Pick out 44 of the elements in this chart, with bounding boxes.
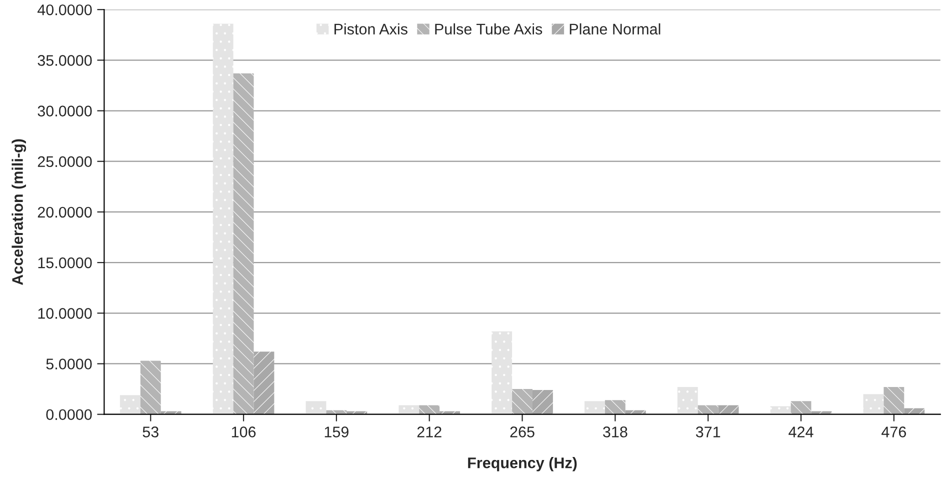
y-tick-label: 30.0000 <box>38 106 92 116</box>
bar <box>770 406 791 414</box>
bar <box>532 390 553 414</box>
bar <box>140 360 161 414</box>
y-tick-label: 10.0000 <box>38 308 92 319</box>
bar <box>698 405 718 414</box>
bar <box>863 394 884 414</box>
y-tick-label: 15.0000 <box>38 257 92 268</box>
bar <box>254 352 274 414</box>
y-tick-label: 25.0000 <box>38 156 92 168</box>
x-tick-label: 53 <box>142 426 158 438</box>
bar <box>120 395 140 414</box>
x-tick-label: 424 <box>788 426 814 438</box>
x-tick-label: 318 <box>603 426 628 438</box>
x-tick-label: 265 <box>510 426 534 438</box>
bar <box>419 405 440 414</box>
y-tick-label: 5.0000 <box>46 358 92 370</box>
x-tick-label: 476 <box>882 426 906 438</box>
bar <box>884 387 904 414</box>
bar <box>904 408 925 414</box>
legend-label: Pulse Tube Axis <box>435 23 542 35</box>
bar <box>398 405 420 414</box>
y-axis-title: Acceleration (mili-g) <box>12 139 26 286</box>
bar <box>790 401 812 414</box>
y-tick-label: 35.0000 <box>38 55 92 66</box>
bar <box>718 405 739 414</box>
bar <box>512 389 532 414</box>
x-tick-label: 212 <box>417 426 442 438</box>
x-tick-label: 371 <box>696 426 720 438</box>
bar <box>212 24 234 414</box>
y-tick-label: 0.0000 <box>46 409 92 420</box>
bar <box>233 73 254 414</box>
legend-label: Piston Axis <box>334 23 408 35</box>
bar <box>677 387 698 414</box>
bar <box>604 400 626 414</box>
y-tick-label: 20.0000 <box>38 206 92 218</box>
x-tick-label: 106 <box>232 426 256 438</box>
x-tick-label: 159 <box>324 426 348 438</box>
legend-label: Plane Normal <box>570 23 660 35</box>
bar <box>492 331 512 414</box>
bar <box>584 401 605 414</box>
bar <box>306 401 326 414</box>
y-tick-label: 40.0000 <box>37 4 92 16</box>
x-axis-title: Frequency (Hz) <box>468 457 577 472</box>
